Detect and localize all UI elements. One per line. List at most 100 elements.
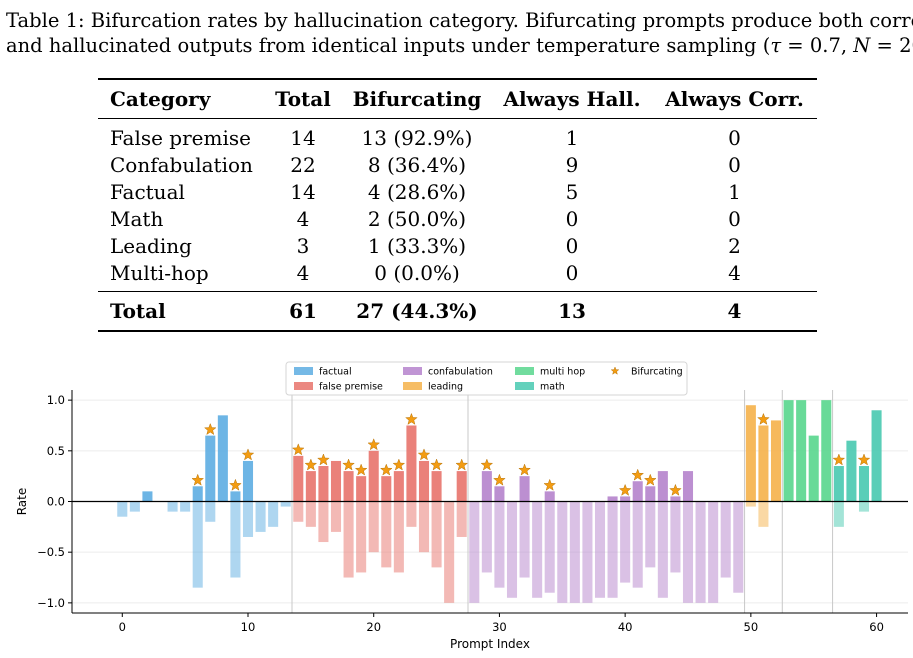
bar-correct (393, 471, 404, 502)
bifurcating-star (342, 458, 355, 471)
bar-hallucinated (506, 501, 518, 598)
legend-label: factual (319, 367, 352, 378)
table-row: Leading 3 1 (33.3%) 0 2 (98, 233, 817, 260)
legend-swatch (515, 367, 534, 375)
bifurcating-star (832, 453, 846, 466)
bar-correct (620, 496, 631, 502)
total-category: Total (110, 299, 166, 323)
bar-correct (796, 400, 807, 502)
bar-hallucinated (481, 501, 492, 573)
cell-category: False premise (110, 126, 251, 150)
bar-hallucinated (632, 501, 643, 588)
bifurcating-star (241, 448, 255, 461)
bar-correct (770, 420, 782, 502)
cell-always-corr: 2 (728, 234, 741, 258)
bar-hallucinated (444, 501, 455, 603)
bar-hallucinated (167, 501, 178, 512)
caption-n: N (853, 34, 871, 57)
bar-hallucinated (330, 501, 342, 532)
bar-hallucinated (657, 501, 668, 598)
bifurcating-star (618, 483, 632, 496)
bar-hallucinated (293, 501, 304, 522)
legend-label: false premise (319, 382, 383, 393)
bar-correct (217, 415, 228, 502)
cell-category: Math (110, 207, 164, 231)
header-bifurcating: Bifurcating (352, 87, 482, 111)
bar-hallucinated (230, 501, 241, 578)
bar-correct (632, 481, 643, 502)
cell-bifurcating: 8 (36.4%) (367, 153, 467, 177)
bifurcating-star (392, 458, 406, 471)
table-row: Factual 14 4 (28.6%) 5 1 (98, 179, 817, 206)
cell-total: 22 (290, 153, 316, 177)
bar-hallucinated (833, 501, 844, 527)
legend-label: leading (428, 382, 463, 393)
bar-hallucinated (758, 501, 769, 527)
bar-hallucinated (645, 501, 656, 568)
cell-always-hall: 1 (565, 126, 579, 150)
bar-correct (544, 491, 555, 502)
bifurcating-star (455, 458, 469, 471)
bifurcating-star (757, 412, 770, 425)
bar-hallucinated (708, 501, 719, 603)
y-tick-label: 0.5 (47, 444, 65, 458)
bar-hallucinated (620, 501, 631, 583)
bar-correct (607, 496, 618, 502)
cell-category: Multi-hop (110, 261, 209, 285)
caption-line-1: Table 1: Bifurcation rates by hallucinat… (6, 9, 913, 32)
x-tick-label: 40 (618, 620, 633, 634)
bifurcating-star (191, 473, 205, 486)
legend-label: multi hop (540, 367, 585, 378)
bar-correct (418, 460, 430, 502)
bar-correct (758, 425, 769, 502)
bar-correct (381, 476, 392, 502)
total-always-corr: 4 (727, 299, 742, 323)
header-always-corr: Always Corr. (665, 87, 804, 111)
header-always-hall: Always Hall. (503, 87, 641, 111)
x-axis-label: Prompt Index (450, 637, 530, 651)
bar-correct (192, 486, 203, 502)
bifurcating-star (493, 473, 506, 486)
bar-correct (406, 425, 417, 502)
legend-label: Bifurcating (631, 367, 683, 378)
legend-star-marker (610, 366, 620, 375)
bar-correct (783, 400, 794, 502)
bar-hallucinated (544, 501, 555, 593)
cell-always-hall: 5 (565, 180, 579, 204)
bar-correct (431, 471, 442, 502)
legend-swatch (294, 367, 313, 375)
bar-correct (318, 466, 329, 502)
bifurcating-star (291, 443, 305, 456)
bar-correct (519, 476, 530, 502)
bar-correct (305, 471, 316, 502)
bar-hallucinated (406, 501, 417, 527)
bifurcating-star (379, 463, 393, 476)
bar-hallucinated (519, 501, 530, 578)
bifurcating-star (518, 463, 531, 476)
bar-hallucinated (858, 501, 870, 512)
cell-always-corr: 0 (728, 207, 741, 231)
bar-hallucinated (129, 501, 140, 512)
bar-correct (858, 466, 870, 502)
cell-total: 4 (296, 207, 310, 231)
bar-hallucinated (582, 501, 593, 603)
y-axis-label: Rate (15, 488, 29, 516)
total-total: 61 (289, 299, 317, 323)
bar-hallucinated (733, 501, 744, 593)
bifurcating-star (203, 422, 217, 436)
bar-hallucinated (280, 501, 291, 507)
bar-hallucinated (594, 501, 606, 598)
bar-hallucinated (205, 501, 216, 522)
bar-correct (356, 476, 367, 502)
bar-correct (745, 405, 756, 502)
bar-correct (330, 460, 342, 502)
legend-label: math (540, 382, 565, 393)
total-bifurcating: 27 (44.3%) (356, 299, 478, 323)
bar-correct (808, 435, 819, 502)
bifurcating-star (405, 412, 418, 425)
cell-category: Leading (110, 234, 192, 258)
bar-hallucinated (343, 501, 354, 578)
bifurcating-star (543, 478, 557, 491)
bar-correct (230, 491, 241, 502)
bifurcating-star (354, 463, 368, 476)
